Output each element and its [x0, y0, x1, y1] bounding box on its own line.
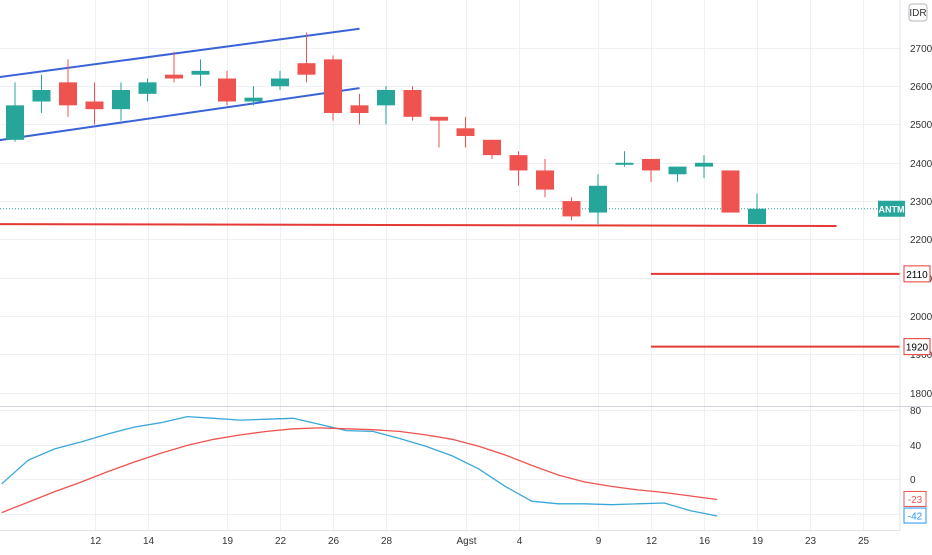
y-tick-label: 2200	[910, 235, 932, 246]
candle-body	[562, 201, 581, 217]
candle-body	[297, 63, 316, 75]
candle-body	[615, 162, 634, 165]
candle-body	[350, 105, 369, 113]
candle-body	[748, 208, 766, 225]
x-tick-label: 14	[143, 536, 155, 547]
candle-body	[191, 70, 210, 75]
symbol-tag	[878, 200, 905, 217]
x-tick-label: Agst	[456, 536, 476, 547]
candle-body	[509, 155, 528, 171]
y-tick-label: 2000	[910, 312, 932, 323]
candle-body	[324, 59, 342, 113]
x-tick-label: 12	[646, 536, 658, 547]
candle-body	[59, 82, 77, 106]
candle-body	[642, 158, 660, 171]
x-tick-label: 12	[90, 536, 102, 547]
osc-value-tag	[903, 490, 927, 507]
candle-body	[483, 139, 501, 156]
y-tick-label: 2700	[910, 44, 932, 55]
candle-body	[403, 90, 422, 117]
x-tick-label: 9	[596, 536, 602, 547]
x-tick-label: 25	[858, 536, 870, 547]
candle-body	[138, 82, 157, 94]
y-tick-label: 2400	[910, 159, 932, 170]
candle-body	[377, 90, 395, 106]
candle-body	[6, 105, 24, 140]
y-tick-label: 1900	[910, 350, 932, 361]
candle-body	[85, 101, 104, 110]
currency-label: IDR	[909, 8, 926, 19]
x-tick-label: 4	[517, 536, 523, 547]
candle-body	[695, 162, 713, 167]
osc-value-label: -42	[908, 512, 923, 523]
channel-line	[0, 87, 360, 142]
price-level-tag	[903, 338, 931, 356]
oscillator-slow-line	[1, 427, 718, 514]
candle-body	[32, 90, 51, 102]
price-level-tag	[903, 265, 931, 283]
horizontal-levels[interactable]	[0, 208, 900, 348]
x-tick-label: 23	[805, 536, 817, 547]
y-tick-label: 2500	[910, 120, 932, 131]
x-tick-label: 19	[222, 536, 234, 547]
currency-badge[interactable]: IDR	[908, 3, 928, 22]
oscillator-pane	[1, 415, 718, 517]
osc-y-tick-label: 0	[910, 475, 916, 486]
osc-value-label: -23	[908, 495, 923, 506]
x-tick-label: 26	[328, 536, 340, 547]
candle-body	[165, 74, 183, 79]
candle-body	[430, 116, 448, 121]
candle-body	[536, 170, 554, 190]
price-tags: 2110 1920 ANTM -23 -42	[878, 200, 931, 524]
candle-body	[721, 170, 740, 213]
support-line	[0, 223, 837, 227]
osc-value-tag	[903, 507, 927, 524]
oscillator-fast-line	[1, 415, 718, 517]
y-tick-label: 2600	[910, 82, 932, 93]
candle-series	[6, 32, 766, 225]
candle-body	[112, 90, 130, 110]
candle-body	[589, 185, 607, 213]
osc-y-tick-label: 40	[910, 441, 922, 452]
x-tick-label: 22	[275, 536, 287, 547]
grid-lines	[0, 0, 900, 530]
symbol-tag-label: ANTM	[879, 205, 905, 215]
x-tick-label: 19	[752, 536, 764, 547]
candle-body	[668, 166, 687, 175]
candle-body	[244, 97, 263, 102]
candle-body	[456, 128, 475, 136]
candle-body	[218, 78, 236, 102]
price-level-label: 1920	[906, 343, 929, 354]
price-level-label: 2110	[906, 270, 928, 281]
y-tick-label: 2300	[910, 197, 932, 208]
x-tick-label: 16	[699, 536, 711, 547]
candle-body	[271, 78, 289, 87]
x-tick-label: 28	[381, 536, 393, 547]
osc-y-tick-label: 80	[910, 406, 922, 417]
y-tick-label: 1800	[910, 389, 932, 400]
